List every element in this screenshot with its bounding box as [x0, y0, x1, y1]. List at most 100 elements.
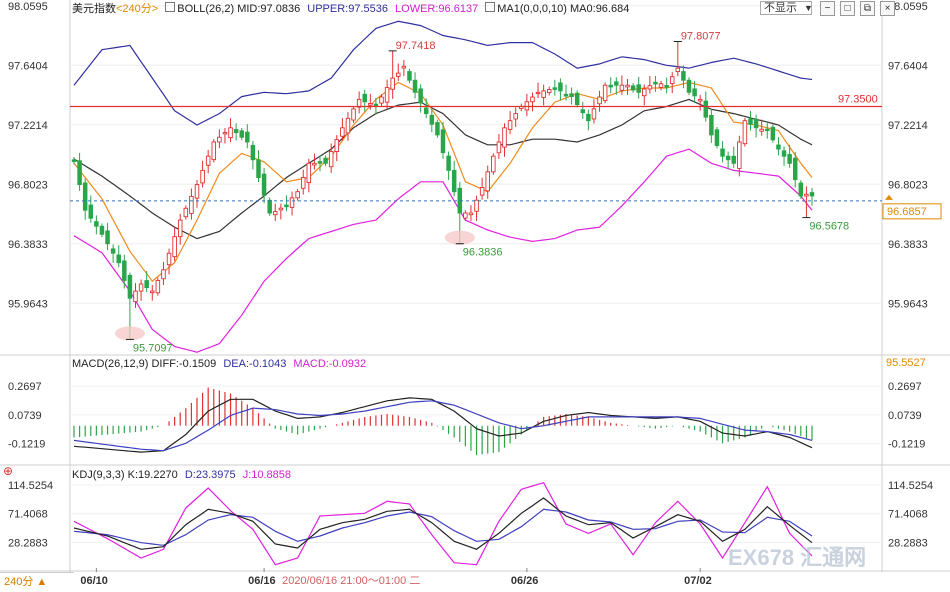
restore-icon[interactable]: ⧉ — [860, 1, 875, 16]
candle-body — [563, 93, 569, 97]
candle-body — [300, 177, 306, 189]
candle-body — [273, 211, 278, 216]
main-legend: 美元指数<240分> BOLL(26,2) MID:97.0836 UPPER:… — [72, 2, 629, 16]
kdj-y-tick-left: 28.2883 — [8, 537, 48, 549]
chart-frame — [0, 0, 950, 572]
candle-body — [664, 85, 669, 88]
candle-body — [451, 169, 457, 193]
candle-body — [804, 193, 809, 197]
kdj-legend: KDJ(9,3,3) K:19.2270 D:23.3975 J:10.8858 — [72, 468, 291, 482]
candle-body — [737, 141, 742, 169]
candle-body — [150, 290, 155, 294]
checkbox-icon[interactable] — [485, 2, 496, 12]
candle-body — [787, 154, 792, 164]
candle-body — [675, 67, 681, 73]
low-label: 95.7097 — [133, 342, 173, 354]
low-marker — [114, 326, 145, 341]
kdj-title: KDJ(9,3,3) — [72, 469, 125, 481]
candle-body — [591, 108, 597, 120]
x-tick-label: 06/10 — [80, 575, 108, 587]
candle-body — [233, 129, 239, 133]
candle-body — [770, 126, 776, 141]
period-label: <240分> — [116, 3, 159, 15]
main-grid — [70, 5, 882, 304]
candle-body — [496, 141, 502, 154]
dea-line — [73, 400, 813, 452]
candle-body — [792, 157, 798, 181]
candle-body — [362, 93, 367, 103]
price-levels: 97.3500 96.6857 — [70, 94, 942, 220]
candle-body — [602, 84, 608, 101]
x-tick-label: 06/26 — [511, 575, 539, 587]
diff-line — [73, 397, 813, 453]
candle-body — [714, 129, 720, 146]
candlesticks[interactable] — [71, 41, 815, 340]
candle-body — [194, 184, 200, 199]
bollinger-bands — [73, 20, 813, 353]
crosshair-icon[interactable]: ⊕ — [3, 464, 14, 478]
candle-body — [669, 76, 675, 84]
kdj-y-tick-right: 28.2883 — [888, 537, 928, 549]
candle-body — [110, 248, 116, 254]
candle-body — [446, 155, 451, 171]
candle-body — [384, 87, 390, 103]
candle-body — [289, 197, 295, 208]
candle-body — [574, 92, 580, 106]
candle-body — [479, 186, 485, 196]
checkbox-icon[interactable] — [165, 2, 176, 12]
candle-body — [418, 88, 423, 104]
price-annotations: 95.7097 96.3836 97.7418 97.8077 96.5678 — [114, 31, 849, 354]
candle-body — [222, 132, 228, 135]
macd-y-tick-left: 0.2697 — [8, 381, 42, 393]
display-option: 不显示 — [760, 1, 812, 15]
y-tick-left: 96.3833 — [8, 239, 48, 251]
candle-body — [205, 155, 211, 166]
boll-lower-line — [73, 148, 813, 353]
period-button[interactable]: 240分 ▲ — [0, 572, 74, 591]
candle-body — [630, 85, 636, 91]
maximize-icon[interactable]: □ — [840, 1, 855, 16]
candle-body — [530, 96, 535, 103]
candle-body — [535, 91, 541, 95]
price-axis: 98.0595 98.0595 97.6404 97.6404 97.2214 97.22… — [8, 1, 928, 311]
candle-body — [166, 252, 172, 266]
kdj-j: J:10.8858 — [242, 469, 292, 481]
macd-y-tick-right: 0.2697 — [888, 381, 922, 393]
x-tick-label: 06/16 — [248, 575, 276, 587]
candle-body — [423, 107, 429, 115]
ma0-value: MA0:96.684 — [570, 3, 630, 15]
j-line — [73, 481, 813, 566]
candle-body — [558, 82, 563, 92]
macd-y-tick-left: 0.0739 — [8, 410, 42, 422]
candle-body — [133, 290, 138, 303]
candle-body — [781, 150, 787, 157]
current-price-marker — [885, 194, 893, 200]
display-select[interactable]: 不显示 ▼ — [760, 1, 813, 15]
candle-body — [116, 254, 121, 264]
kdj-d: D:23.3975 — [184, 469, 236, 481]
kdj-y-tick-right: 114.5254 — [888, 480, 933, 492]
kdj-y-tick-left: 114.5254 — [8, 480, 53, 492]
candle-body — [122, 260, 127, 281]
candle-body — [569, 93, 574, 98]
candle-body — [200, 169, 205, 184]
candle-body — [642, 88, 647, 97]
candle-body — [809, 192, 815, 197]
close-icon[interactable]: × — [880, 1, 895, 16]
candle-body — [653, 81, 658, 85]
macd-legend: MACD(26,12,9) DIFF:-0.1509 DEA:-0.1043 M… — [72, 357, 366, 371]
macd-y-tick-left: -0.1219 — [8, 439, 45, 451]
minimize-icon[interactable]: − — [820, 1, 835, 16]
crosshair-time-label: 2020/06/16 21:00～01:00 二 — [282, 575, 420, 587]
candle-body — [177, 219, 183, 238]
candle-body — [647, 85, 653, 90]
candle-body — [586, 113, 591, 122]
candle-body — [491, 155, 496, 173]
candle-body — [82, 182, 88, 211]
candle-body — [412, 79, 418, 93]
candle-body — [552, 87, 558, 90]
boll-mid: MID:97.0836 — [237, 3, 301, 15]
symbol-name: 美元指数 — [72, 3, 116, 15]
candle-body — [608, 84, 613, 88]
